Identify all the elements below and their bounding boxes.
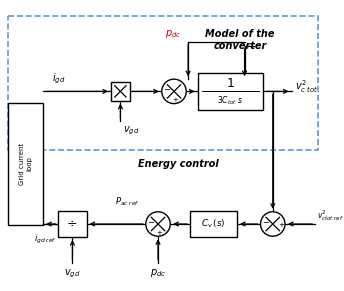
- Text: −: −: [147, 218, 154, 227]
- Text: −: −: [262, 218, 269, 227]
- Text: ÷: ÷: [67, 217, 78, 230]
- Text: $i_{gd}$: $i_{gd}$: [52, 71, 65, 86]
- Text: $v^2_{c\ tot}$: $v^2_{c\ tot}$: [295, 78, 319, 95]
- Circle shape: [260, 212, 285, 236]
- Text: $P_{ac\ ref}$: $P_{ac\ ref}$: [115, 196, 139, 208]
- Text: $C_v\,(s)$: $C_v\,(s)$: [201, 218, 226, 230]
- Text: −: −: [163, 85, 170, 94]
- Text: Model of the
converter: Model of the converter: [205, 29, 275, 51]
- Text: $p_{dc}$: $p_{dc}$: [150, 267, 166, 279]
- Bar: [197, 72, 264, 110]
- Text: 1: 1: [226, 77, 234, 90]
- Text: Energy control: Energy control: [138, 159, 219, 169]
- Bar: [111, 82, 130, 101]
- Text: +: +: [172, 97, 178, 103]
- Bar: [8, 16, 318, 150]
- Bar: [58, 211, 87, 237]
- Circle shape: [162, 79, 186, 104]
- Text: $i_{gd\ ref}$: $i_{gd\ ref}$: [34, 233, 56, 246]
- Circle shape: [146, 212, 170, 236]
- Text: Grid current
loop: Grid current loop: [19, 143, 32, 185]
- Text: $\mathit{v}_{gd}$: $\mathit{v}_{gd}$: [123, 124, 140, 137]
- Text: $v^2_{ctot\ ref}$: $v^2_{ctot\ ref}$: [317, 208, 344, 223]
- Text: $p_{dc}$: $p_{dc}$: [164, 28, 181, 40]
- Text: +: +: [278, 222, 284, 228]
- Text: $3C_{tot}\ s$: $3C_{tot}\ s$: [217, 95, 244, 107]
- Text: +: +: [156, 230, 162, 235]
- Bar: [8, 103, 43, 225]
- Bar: [190, 211, 237, 237]
- Text: $\mathit{v}_{gd}$: $\mathit{v}_{gd}$: [64, 267, 80, 280]
